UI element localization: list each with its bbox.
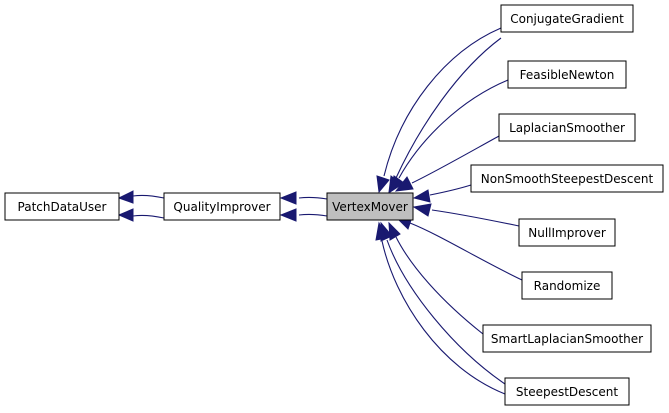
node-non-smooth-steepest-descent[interactable]: NonSmoothSteepestDescent xyxy=(470,164,664,193)
edge-null-improver-to-vertex-mover xyxy=(412,203,520,227)
node-feasible-newton[interactable]: FeasibleNewton xyxy=(507,60,627,89)
node-label: QualityImprover xyxy=(173,200,270,214)
node-label: PatchDataUser xyxy=(18,200,107,214)
node-label: Randomize xyxy=(534,279,601,293)
edge-randomize-to-vertex-mover xyxy=(395,216,523,281)
node-label: FeasibleNewton xyxy=(520,68,615,82)
node-label: NonSmoothSteepestDescent xyxy=(481,172,654,186)
node-label: SteepestDescent xyxy=(516,385,619,399)
edge-laplacian-smoother-to-vertex-mover xyxy=(394,135,500,192)
edge-vertex-mover-to-quality-improver xyxy=(279,191,328,222)
edge-smart-laplacian-smoother-to-vertex-mover xyxy=(388,221,484,335)
node-label: SmartLaplacianSmoother xyxy=(491,332,643,346)
node-conjugate-gradient[interactable]: ConjugateGradient xyxy=(500,4,634,33)
node-patch-data-user[interactable]: PatchDataUser xyxy=(4,192,120,221)
edge-feasible-newton-to-vertex-mover xyxy=(389,79,509,194)
node-quality-improver[interactable]: QualityImprover xyxy=(163,192,281,221)
node-laplacian-smoother[interactable]: LaplacianSmoother xyxy=(498,113,636,142)
edge-steepest-descent-to-vertex-mover xyxy=(375,221,506,395)
node-label: VertexMover xyxy=(332,200,408,214)
node-label: NullImprover xyxy=(528,226,606,240)
node-label: ConjugateGradient xyxy=(510,12,624,26)
node-vertex-mover[interactable]: VertexMover xyxy=(326,192,414,221)
node-label: LaplacianSmoother xyxy=(509,121,625,135)
node-null-improver[interactable]: NullImprover xyxy=(518,218,616,247)
node-randomize[interactable]: Randomize xyxy=(521,271,613,300)
edge-quality-improver-to-patch-data-user xyxy=(117,190,165,222)
node-smart-laplacian-smoother[interactable]: SmartLaplacianSmoother xyxy=(482,324,652,353)
edge-non-smooth-steepest-descent-to-vertex-mover xyxy=(412,184,472,203)
node-steepest-descent[interactable]: SteepestDescent xyxy=(504,377,630,406)
